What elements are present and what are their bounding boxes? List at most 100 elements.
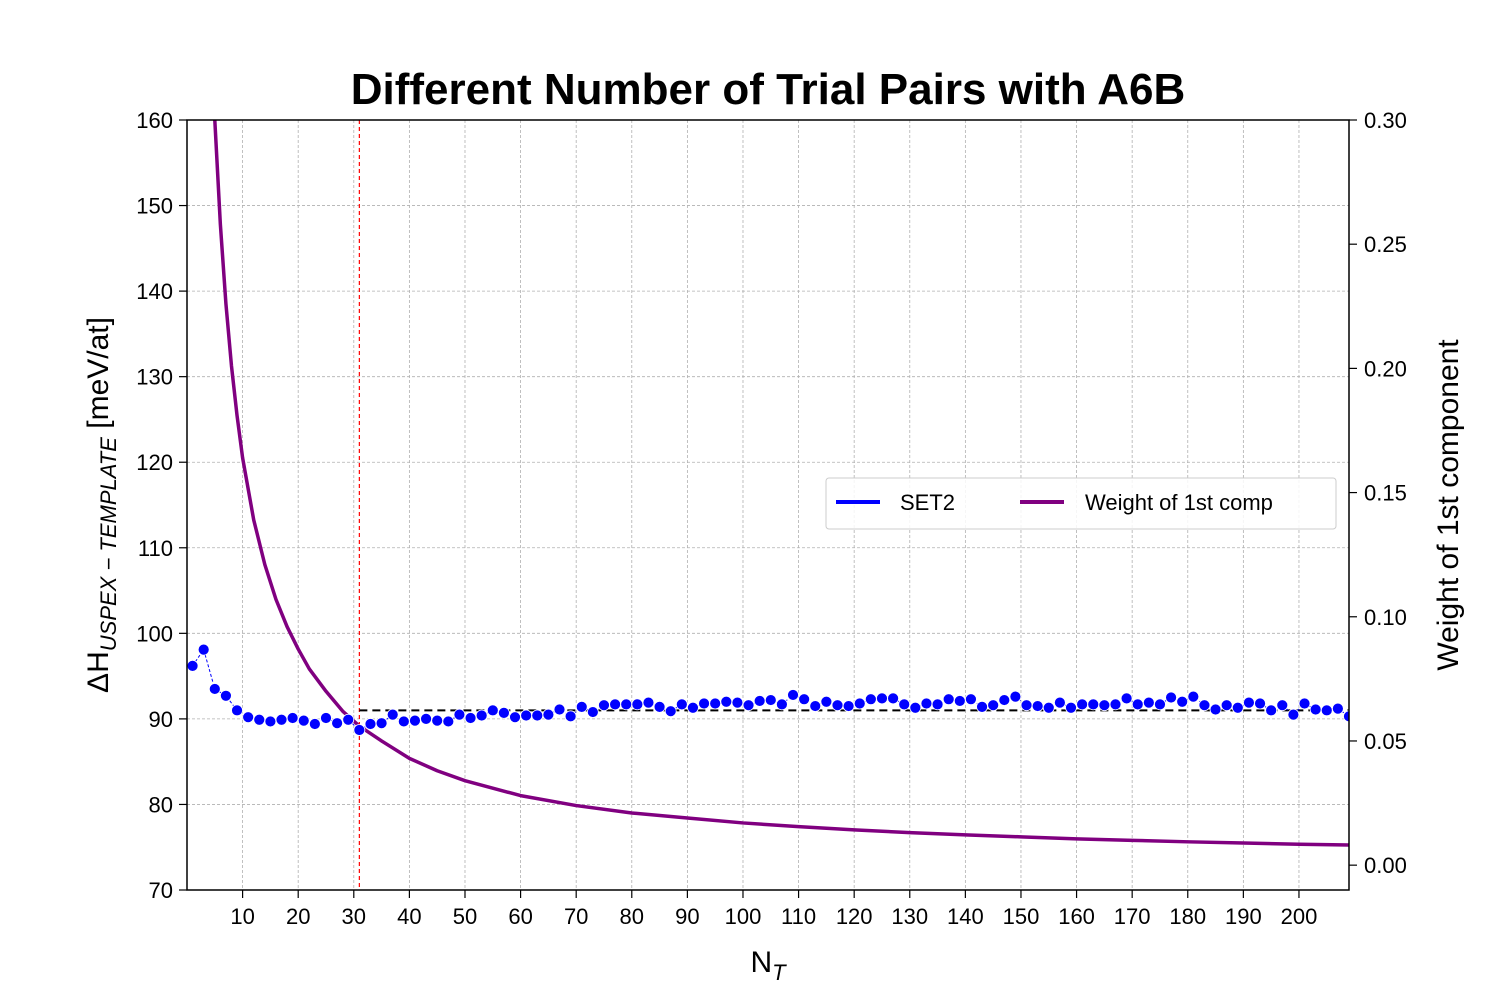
set2-point <box>1087 698 1100 711</box>
set2-point <box>887 692 899 705</box>
set2-point <box>653 701 666 713</box>
x-tick-label: 60 <box>508 904 532 929</box>
set2-point <box>1120 692 1133 705</box>
set2-point <box>798 693 811 706</box>
set2-point <box>775 698 788 711</box>
set2-point <box>876 692 888 705</box>
x-tick-label: 140 <box>947 904 984 929</box>
set2-point <box>1131 698 1144 711</box>
set2-point <box>320 712 332 724</box>
y-tick-label: 120 <box>136 450 173 475</box>
set2-point <box>831 699 844 712</box>
set2-point <box>1209 703 1222 716</box>
y2-tick-label: 0.15 <box>1364 481 1407 506</box>
set2-point <box>998 694 1011 706</box>
set2-point <box>1254 697 1266 710</box>
set2-point <box>1031 700 1044 712</box>
set2-point <box>631 698 644 711</box>
set2-point <box>331 717 344 730</box>
set2-point <box>809 700 822 712</box>
set2-point <box>442 715 455 728</box>
x-tick-label: 170 <box>1114 904 1151 929</box>
x-tick-label: 80 <box>620 904 644 929</box>
set2-point <box>720 695 733 708</box>
set2-point <box>564 710 577 723</box>
set2-point <box>531 709 544 722</box>
set2-point <box>620 698 633 711</box>
set2-point <box>1243 696 1255 709</box>
set2-point <box>942 693 955 706</box>
set2-point <box>864 693 877 706</box>
set2-point <box>664 705 677 718</box>
set2-point <box>1276 699 1289 712</box>
set2-point <box>1020 699 1033 712</box>
set2-point <box>909 701 922 714</box>
set2-point <box>420 712 432 725</box>
y2-tick-label: 0.20 <box>1364 356 1407 381</box>
set2-point <box>931 698 944 711</box>
x-tick-label: 10 <box>230 904 254 929</box>
set2-point <box>498 707 510 719</box>
plot-frame <box>186 119 1350 891</box>
weight-line <box>213 120 1349 847</box>
set2-point <box>1320 704 1333 717</box>
set2-point <box>842 700 855 712</box>
set2-point <box>342 713 355 726</box>
set2-point <box>475 709 488 722</box>
y-tick-label: 90 <box>149 707 173 732</box>
y2-tick-label: 0.30 <box>1364 108 1407 133</box>
x-tick-label: 30 <box>342 904 366 929</box>
y-tick-label: 140 <box>136 279 173 304</box>
set2-point <box>197 643 210 656</box>
set2-point <box>397 715 410 728</box>
set2-point <box>698 697 710 710</box>
set2-point <box>297 714 310 727</box>
set2-point <box>220 689 232 702</box>
x-tick-label: 20 <box>286 904 310 929</box>
set2-point <box>1154 698 1166 711</box>
set2-point <box>987 699 1000 712</box>
x-axis-label-sub: T <box>772 960 787 985</box>
set2-point <box>1198 699 1211 712</box>
y-tick-label: 160 <box>136 108 173 133</box>
set2-point <box>575 701 588 713</box>
axis-ticks: 10 20 30 40 50 60 70 80 90 100 110 120 130 140 150 160 1… <box>136 108 1407 929</box>
legend-box <box>825 477 1337 530</box>
set2-point <box>553 703 566 716</box>
set2-point <box>1231 701 1244 714</box>
set2-point <box>520 709 533 722</box>
set2-point <box>1265 704 1278 717</box>
set2-point <box>208 683 221 695</box>
y2-tick-label: 0.00 <box>1364 853 1407 878</box>
set2-point <box>353 724 366 736</box>
set2-point <box>753 695 766 707</box>
set2-point <box>1109 698 1122 711</box>
set2-point <box>1187 690 1200 703</box>
x-tick-label: 40 <box>397 904 421 929</box>
y-axis-label: ΔHUSPEX − TEMPLATE [meV/at] <box>82 317 121 693</box>
set2-point <box>1287 708 1300 721</box>
set2-point <box>731 696 744 709</box>
set2-point <box>275 713 288 726</box>
set2-point <box>486 704 499 717</box>
set2-point <box>1009 690 1022 703</box>
set2-line <box>192 648 1349 731</box>
y-tick-label: 130 <box>136 365 173 390</box>
set2-point <box>1053 696 1066 709</box>
set2-point <box>253 713 266 726</box>
y2-tick-label: 0.05 <box>1364 729 1407 754</box>
set2-point <box>609 698 622 711</box>
y-tick-label: 70 <box>149 878 173 903</box>
set2-point <box>965 693 977 706</box>
chart-title: Different Number of Trial Pairs with A6B <box>351 65 1186 114</box>
set2-point <box>242 711 255 724</box>
y2-tick-label: 0.10 <box>1364 605 1407 630</box>
set2-point <box>1142 696 1155 709</box>
x-tick-label: 70 <box>564 904 588 929</box>
y-axis-label-sub: USPEX − TEMPLATE <box>96 437 121 651</box>
x-tick-label: 90 <box>675 904 699 929</box>
legend: SET2 Weight of 1st comp <box>825 477 1337 530</box>
set2-point <box>409 714 421 727</box>
set2-point <box>386 708 399 721</box>
set2-point <box>1098 699 1111 712</box>
